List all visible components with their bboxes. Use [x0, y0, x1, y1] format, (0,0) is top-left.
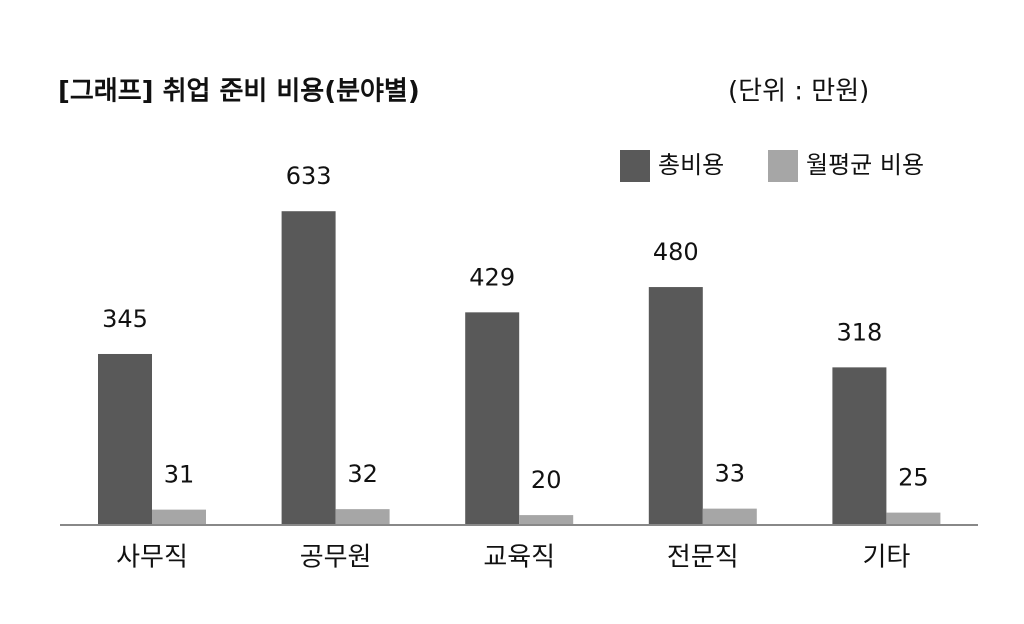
bar [152, 509, 206, 525]
bar [281, 211, 336, 525]
legend-label: 월평균 비용 [806, 151, 924, 179]
value-label: 32 [347, 460, 378, 488]
bar [886, 512, 941, 525]
x-tick-label: 교육직 [483, 543, 555, 573]
legend-swatch [620, 150, 650, 182]
x-tick-label: 공무원 [300, 543, 372, 573]
value-label: 480 [653, 238, 699, 266]
unit-note: (단위 : 만원) [728, 77, 869, 107]
bar [832, 367, 887, 525]
bar [465, 312, 520, 525]
value-label: 33 [715, 460, 746, 488]
value-label: 633 [286, 162, 332, 190]
value-label: 20 [531, 466, 562, 494]
x-tick-label: 사무직 [116, 543, 188, 573]
value-label: 31 [164, 461, 195, 489]
bar [335, 509, 390, 525]
legend-label: 총비용 [658, 151, 724, 179]
bar [702, 508, 757, 525]
x-tick-label: 전문직 [667, 543, 739, 573]
value-label: 25 [898, 464, 929, 492]
value-label: 429 [469, 263, 515, 291]
bar [519, 515, 574, 525]
legend-swatch [768, 150, 798, 182]
bar [98, 353, 152, 525]
value-label: 318 [836, 318, 882, 346]
x-tick-label: 기타 [862, 543, 910, 573]
chart-title: [그래프] 취업 준비 비용(분야별) [58, 77, 420, 107]
value-label: 345 [102, 305, 148, 333]
bar [648, 287, 703, 525]
